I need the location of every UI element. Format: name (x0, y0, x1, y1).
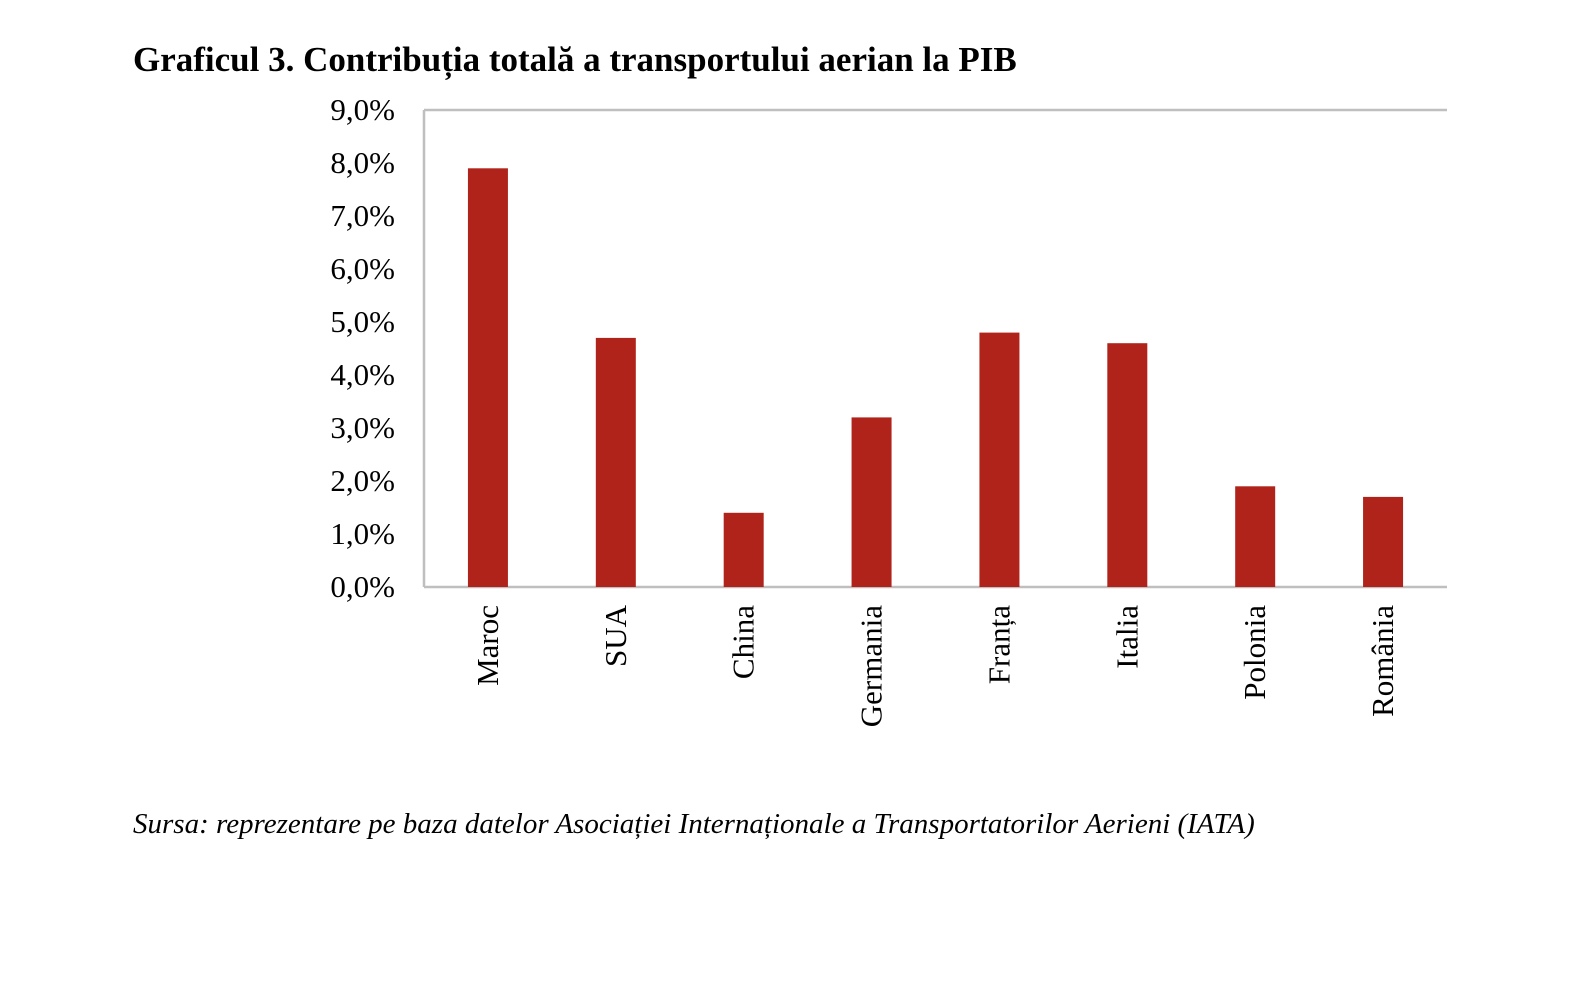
y-tick-label: 0,0% (330, 569, 395, 604)
y-tick-label: 8,0% (330, 145, 395, 180)
bar-românia (1363, 496, 1404, 587)
y-tick-label: 5,0% (330, 304, 395, 339)
bar-maroc (467, 168, 508, 588)
x-tick-label: China (726, 605, 761, 679)
y-tick-label: 4,0% (330, 357, 395, 392)
y-tick-label: 1,0% (330, 516, 395, 551)
x-tick-label: Germania (854, 605, 889, 727)
bar-china (723, 512, 764, 587)
bar-franța (979, 332, 1020, 587)
bar-sua (595, 337, 636, 587)
x-tick-label: Maroc (470, 605, 505, 686)
source-note: Sursa: reprezentare pe baza datelor Asoc… (133, 808, 1255, 840)
x-tick-label: Polonia (1237, 605, 1272, 700)
x-tick-label: Italia (1109, 605, 1144, 669)
y-tick-label: 7,0% (330, 198, 395, 233)
x-tick-label: Franța (981, 605, 1016, 684)
x-tick-label: SUA (598, 604, 633, 667)
y-tick-label: 9,0% (330, 92, 395, 127)
bar-polonia (1235, 486, 1276, 587)
y-tick-label: 3,0% (330, 410, 395, 445)
y-tick-label: 2,0% (330, 463, 395, 498)
y-tick-label: 6,0% (330, 251, 395, 286)
chart-title: Graficul 3. Contribuția totală a transpo… (133, 40, 1017, 79)
x-tick-label: România (1365, 605, 1400, 717)
bar-italia (1107, 343, 1148, 587)
bar-germania (851, 417, 892, 587)
